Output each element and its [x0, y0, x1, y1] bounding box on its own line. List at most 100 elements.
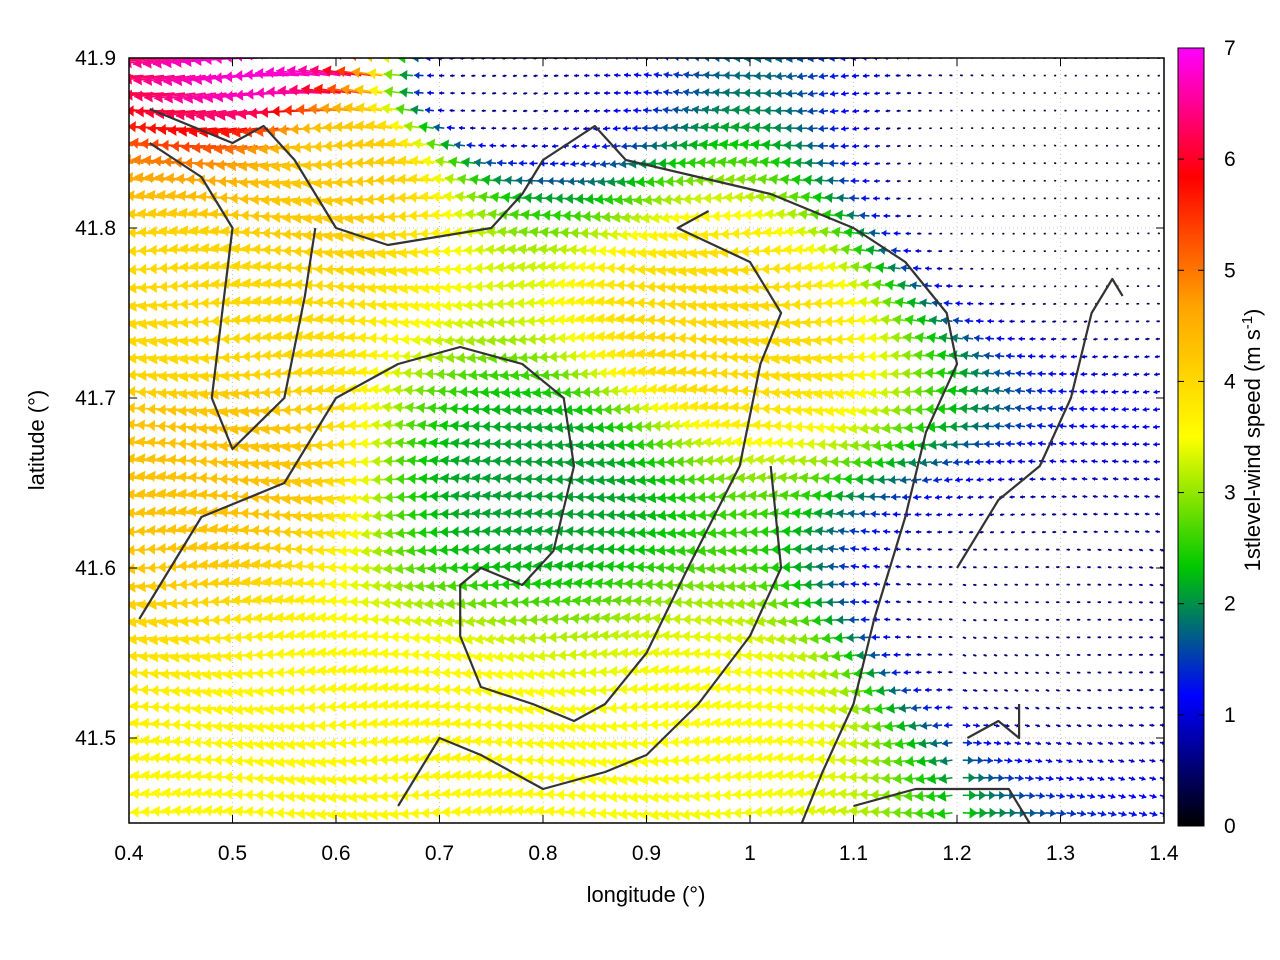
wind-vector-head: [210, 577, 219, 589]
wind-vector-head: [138, 616, 148, 628]
wind-vector-head: [395, 527, 405, 539]
wind-vector-head: [106, 582, 115, 593]
wind-vector-head: [295, 577, 304, 589]
wind-vector-head: [659, 401, 669, 413]
wind-vector-head: [369, 647, 379, 659]
wind-vector-head: [431, 666, 440, 678]
wind-vector-head: [693, 437, 702, 449]
wind-vector-head: [407, 491, 416, 503]
wind-vector-head: [129, 402, 135, 414]
wind-vector-head: [764, 667, 773, 679]
wind-vector-head: [727, 490, 736, 503]
wind-vector-head: [1141, 723, 1144, 728]
wind-vector-head: [147, 580, 157, 592]
wind-vector-head: [202, 686, 212, 698]
wind-vector-head: [219, 523, 229, 535]
wind-vector-head: [250, 405, 260, 418]
wind-vector-head: [711, 418, 720, 430]
wind-vector-head: [439, 420, 449, 432]
wind-vector-head: [635, 439, 645, 451]
wind-vector-head: [784, 685, 794, 697]
wind-vector-head: [1070, 809, 1076, 818]
wind-vector-head: [702, 436, 712, 449]
wind-vector-head: [949, 600, 952, 604]
wind-vector-head: [286, 756, 296, 768]
wind-vector-head: [1078, 758, 1083, 764]
wind-vector-head: [193, 804, 202, 817]
wind-vector-head: [146, 453, 156, 465]
wind-vector-head: [198, 489, 208, 501]
wind-vector-head: [1079, 405, 1084, 412]
wind-vector-head: [601, 612, 611, 624]
wind-vector-head: [984, 688, 988, 692]
wind-vector-head: [974, 601, 977, 604]
wind-vector-head: [959, 403, 968, 414]
wind-vector-head: [513, 525, 522, 537]
wind-vector-head: [838, 805, 847, 817]
wind-vector-head: [790, 597, 800, 609]
wind-vector-head: [651, 612, 661, 625]
wind-vector-head: [138, 634, 148, 646]
wind-vector-head: [637, 527, 646, 539]
wind-vector-head: [884, 720, 894, 732]
wind-vector-head: [488, 597, 498, 609]
wind-vector-head: [120, 735, 129, 746]
wind-vector-head: [1080, 441, 1085, 447]
wind-vector-head: [567, 685, 576, 698]
wind-vector-head: [389, 735, 399, 747]
wind-vector-head: [327, 774, 337, 786]
wind-vector-head: [1119, 583, 1122, 587]
wind-vector-head: [753, 700, 762, 712]
wind-vector-head: [732, 752, 742, 764]
wind-vector-head: [440, 473, 450, 484]
wind-vector-head: [657, 492, 667, 504]
wind-vector-head: [251, 558, 261, 570]
wind-vector-head: [161, 787, 171, 799]
wind-vector-head: [296, 808, 305, 820]
wind-vector-head: [839, 439, 848, 451]
wind-vector-head: [181, 651, 191, 663]
wind-vector-head: [665, 456, 675, 468]
wind-vector-head: [433, 615, 443, 628]
wind-vector-head: [546, 686, 556, 698]
wind-vector-head: [899, 475, 907, 485]
wind-vector-head: [661, 630, 670, 642]
wind-vector-head: [598, 739, 607, 751]
wind-vector-head: [360, 579, 369, 592]
wind-vector-head: [167, 505, 177, 518]
wind-vector-head: [584, 577, 593, 589]
wind-vector-head: [490, 579, 499, 591]
wind-vector-head: [202, 651, 211, 663]
wind-vector-head: [459, 386, 468, 398]
wind-vector-head: [608, 756, 618, 768]
wind-vector-head: [829, 668, 839, 680]
wind-vector-head: [1057, 548, 1060, 551]
wind-vector-head: [1057, 583, 1060, 586]
wind-vector-head: [303, 384, 313, 396]
wind-vector-head: [292, 422, 302, 434]
wind-vector-head: [203, 703, 212, 715]
wind-vector-head: [336, 401, 345, 414]
wind-vector-head: [989, 790, 996, 801]
wind-vector-head: [515, 651, 525, 663]
wind-vector-head: [234, 805, 244, 817]
wind-vector-head: [908, 720, 917, 731]
wind-vector-head: [178, 488, 187, 500]
wind-vector-head: [460, 543, 469, 556]
wind-vector-head: [482, 438, 491, 450]
wind-vector-head: [1029, 791, 1035, 800]
wind-vector-head: [337, 528, 347, 540]
wind-vector-head: [616, 509, 626, 521]
wind-vector-head: [348, 755, 357, 767]
wind-vector-head: [271, 423, 281, 435]
wind-vector-head: [717, 562, 726, 575]
wind-vector-head: [707, 527, 717, 539]
wind-vector-head: [379, 790, 388, 803]
wind-vector-head: [265, 721, 275, 733]
wind-vector-head: [1067, 706, 1071, 710]
wind-vector-head: [772, 420, 782, 432]
wind-vector-head: [493, 702, 502, 715]
wind-vector-head: [886, 702, 895, 714]
wind-vector-head: [766, 615, 776, 628]
wind-vector-head: [800, 615, 810, 627]
